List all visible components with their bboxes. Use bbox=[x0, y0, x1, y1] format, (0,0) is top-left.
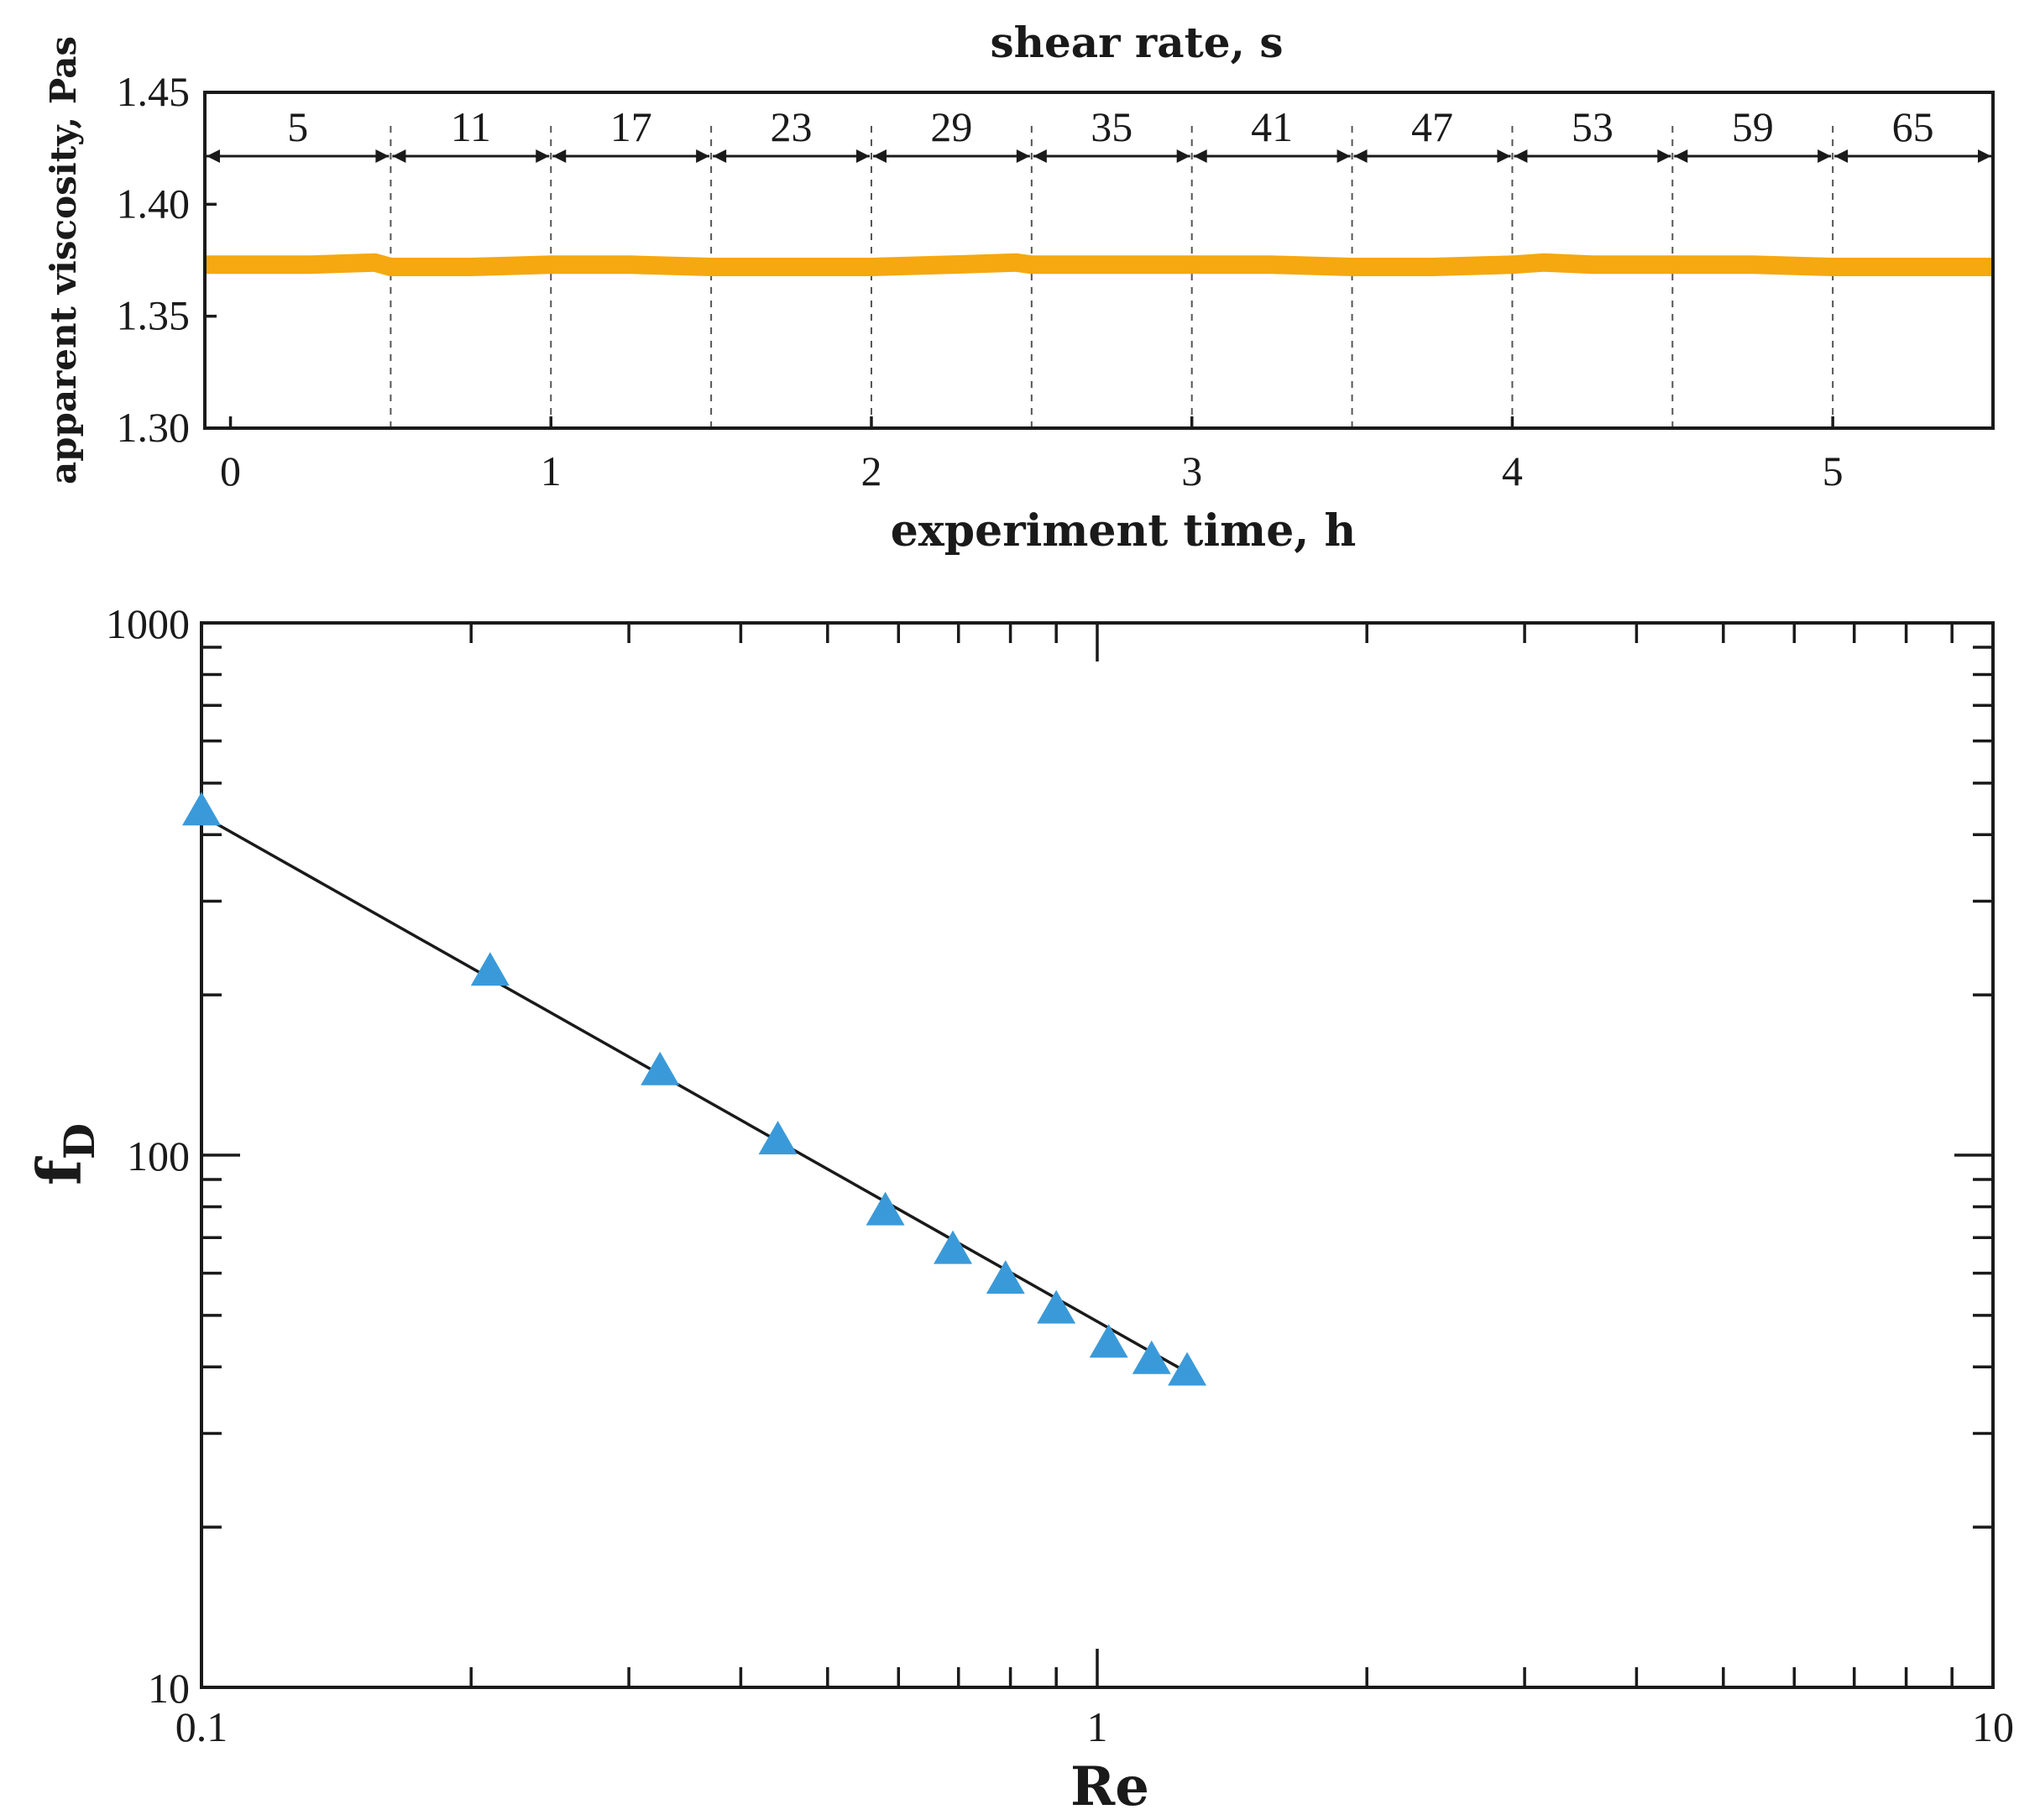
shear-arrow-head-left-6 bbox=[1193, 149, 1207, 163]
shear-arrow-head-right-2 bbox=[696, 149, 710, 163]
top-x-tick-label-5: 5 bbox=[1823, 447, 1844, 494]
top-y-axis-title: apparent viscosity, Pas bbox=[43, 36, 84, 484]
fit-line bbox=[201, 813, 1195, 1378]
shear-arrow-head-left-3 bbox=[713, 149, 727, 163]
shear-rate-label-8: 53 bbox=[1572, 103, 1614, 150]
shear-arrow-head-left-10 bbox=[1834, 149, 1849, 163]
top-y-axis: 1.30 1.35 1.40 1.45 bbox=[117, 68, 217, 451]
data-marker-1 bbox=[470, 952, 510, 986]
shear-rate-label-1: 11 bbox=[451, 103, 491, 150]
shear-arrow-head-right-5 bbox=[1176, 149, 1190, 163]
viscosity-chart: shear rate, s 5 11 17 23 29 35 41 47 53 59 65 1.30… bbox=[43, 18, 1995, 557]
data-marker-10 bbox=[1168, 1352, 1207, 1386]
data-marker-3 bbox=[758, 1121, 798, 1155]
top-x-axis-title: experiment time, h bbox=[891, 505, 1357, 557]
shear-arrow-head-right-8 bbox=[1657, 149, 1671, 163]
bottom-x-axis-title: Re bbox=[1070, 1755, 1149, 1818]
shear-rate-arrows: 5 11 17 23 29 35 41 47 53 59 65 bbox=[207, 103, 1991, 163]
bottom-plot-frame bbox=[200, 621, 1995, 1689]
shear-rate-label-6: 41 bbox=[1251, 103, 1293, 150]
shear-arrow-head-right-4 bbox=[1016, 149, 1030, 163]
top-y-tick-label-0: 1.30 bbox=[117, 404, 191, 451]
shear-arrow-head-left-1 bbox=[392, 149, 406, 163]
shear-arrow-head-left-4 bbox=[872, 149, 887, 163]
friction-factor-chart: 0.1 1 10 10 100 1000 Re fD bbox=[24, 600, 2014, 1818]
shear-rate-label-2: 17 bbox=[610, 103, 652, 150]
fit-line-path bbox=[201, 813, 1195, 1378]
shear-arrow-head-left-9 bbox=[1674, 149, 1688, 163]
data-markers bbox=[182, 792, 1207, 1386]
top-plot-frame bbox=[203, 91, 1995, 430]
shear-arrow-head-right-7 bbox=[1497, 149, 1511, 163]
top-x-tick-label-1: 1 bbox=[541, 447, 562, 494]
shear-arrow-head-right-0 bbox=[375, 149, 390, 163]
bottom-y-axis-title: fD bbox=[24, 1123, 104, 1185]
top-y-tick-label-1: 1.35 bbox=[117, 292, 191, 339]
shear-arrow-head-left-0 bbox=[207, 149, 220, 163]
viscosity-line bbox=[205, 253, 1993, 276]
shear-arrow-head-right-10 bbox=[1978, 149, 1991, 163]
y-axis-title-main: f bbox=[24, 1156, 95, 1185]
bottom-y-tick-label-0: 10 bbox=[148, 1665, 190, 1712]
shear-arrow-head-left-8 bbox=[1514, 149, 1528, 163]
viscosity-series bbox=[205, 253, 1993, 276]
shear-rate-label-4: 29 bbox=[930, 103, 972, 150]
bottom-x-tick-label-1: 1 bbox=[1087, 1703, 1108, 1750]
top-x-tick-label-0: 0 bbox=[220, 447, 241, 494]
data-marker-6 bbox=[986, 1260, 1025, 1294]
shear-rate-label-10: 65 bbox=[1892, 103, 1934, 150]
segment-dividers bbox=[390, 126, 1834, 428]
shear-rate-label-0: 5 bbox=[287, 103, 308, 150]
data-marker-0 bbox=[182, 792, 221, 826]
data-marker-4 bbox=[866, 1191, 905, 1226]
top-chart-title: shear rate, s bbox=[990, 18, 1283, 67]
top-x-tick-label-2: 2 bbox=[860, 447, 881, 494]
shear-arrow-head-left-2 bbox=[552, 149, 567, 163]
shear-arrow-head-left-5 bbox=[1033, 149, 1047, 163]
shear-rate-label-3: 23 bbox=[771, 103, 813, 150]
shear-rate-label-9: 59 bbox=[1732, 103, 1774, 150]
shear-arrow-head-left-7 bbox=[1353, 149, 1368, 163]
shear-arrow-head-right-9 bbox=[1818, 149, 1832, 163]
shear-arrow-head-right-6 bbox=[1336, 149, 1351, 163]
shear-rate-label-7: 47 bbox=[1411, 103, 1453, 150]
top-y-tick-label-2: 1.40 bbox=[117, 180, 191, 227]
data-marker-2 bbox=[641, 1051, 680, 1085]
top-x-tick-label-3: 3 bbox=[1181, 447, 1202, 494]
bottom-axis-ticks: 0.1 1 10 10 100 1000 bbox=[106, 600, 2014, 1750]
y-axis-title-subscript: D bbox=[55, 1123, 104, 1159]
shear-arrow-head-right-1 bbox=[536, 149, 550, 163]
bottom-x-tick-label-0: 0.1 bbox=[175, 1703, 228, 1750]
bottom-y-tick-label-1: 100 bbox=[127, 1132, 190, 1179]
top-x-axis: 0 1 2 3 4 5 bbox=[220, 416, 1844, 494]
data-marker-8 bbox=[1089, 1324, 1128, 1358]
data-marker-9 bbox=[1132, 1340, 1171, 1374]
top-x-tick-label-4: 4 bbox=[1502, 447, 1523, 494]
bottom-y-tick-label-2: 1000 bbox=[106, 600, 190, 647]
top-y-tick-label-3: 1.45 bbox=[117, 68, 191, 115]
shear-arrow-head-right-3 bbox=[855, 149, 870, 163]
data-marker-7 bbox=[1037, 1289, 1076, 1324]
shear-rate-label-5: 35 bbox=[1091, 103, 1132, 150]
data-marker-5 bbox=[934, 1230, 973, 1264]
bottom-x-tick-label-2: 10 bbox=[1972, 1703, 2014, 1750]
